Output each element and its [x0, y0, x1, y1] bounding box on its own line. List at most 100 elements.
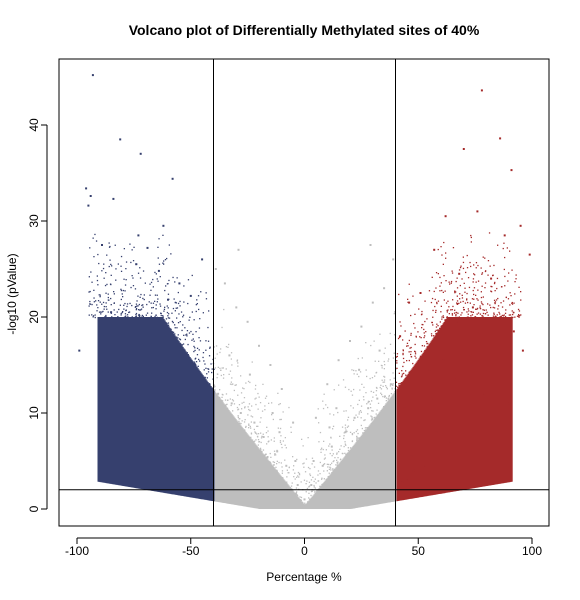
speckle-point — [254, 398, 256, 400]
speckle-point — [308, 497, 310, 499]
density-column — [257, 447, 259, 509]
speckle-point — [375, 390, 378, 392]
density-column — [388, 399, 390, 503]
speckle-point — [322, 400, 324, 402]
speckle-point — [374, 375, 376, 377]
speckle-point — [476, 313, 478, 315]
density-column — [122, 317, 124, 486]
speckle-point — [437, 273, 439, 275]
speckle-point — [445, 252, 447, 254]
speckle-point — [216, 373, 219, 375]
speckle-point — [336, 465, 338, 467]
data-point-hypomethylated — [182, 388, 185, 390]
speckle-point — [496, 314, 498, 316]
speckle-point — [504, 312, 507, 314]
speckle-point — [444, 290, 446, 292]
speckle-point — [129, 302, 131, 305]
speckle-point — [307, 437, 309, 439]
speckle-point — [292, 456, 294, 458]
speckle-point — [230, 404, 232, 407]
speckle-point — [179, 321, 181, 323]
speckle-point — [431, 321, 433, 324]
speckle-point — [484, 282, 487, 284]
density-column — [178, 341, 180, 496]
density-column — [446, 317, 448, 493]
data-point-not_significant — [349, 493, 351, 496]
speckle-point — [223, 374, 225, 376]
speckle-point — [490, 306, 492, 309]
density-column — [354, 443, 356, 509]
speckle-point — [332, 469, 334, 471]
speckle-point — [385, 397, 387, 399]
density-column — [156, 317, 158, 492]
speckle-point — [213, 384, 215, 386]
density-column — [408, 372, 410, 500]
speckle-point — [420, 314, 423, 316]
speckle-point — [158, 238, 160, 240]
density-column — [213, 390, 215, 502]
density-column — [375, 416, 377, 505]
speckle-point — [187, 354, 189, 356]
speckle-point — [383, 406, 385, 408]
speckle-point — [385, 385, 387, 387]
density-column — [193, 362, 195, 498]
data-point-not_significant — [246, 320, 249, 323]
speckle-point — [191, 311, 193, 313]
data-point-hypomethylated — [176, 340, 179, 342]
density-column — [132, 317, 134, 488]
speckle-point — [224, 399, 227, 401]
speckle-point — [94, 314, 96, 316]
speckle-point — [160, 314, 162, 317]
speckle-point — [286, 481, 288, 483]
density-column — [339, 462, 341, 509]
speckle-point — [273, 437, 275, 439]
density-column — [245, 431, 247, 507]
speckle-point — [157, 257, 159, 259]
density-column — [506, 317, 508, 483]
speckle-point — [149, 294, 151, 296]
speckle-point — [323, 470, 325, 472]
speckle-point — [475, 294, 477, 296]
density-column — [323, 481, 325, 509]
data-point-hypermethylated — [480, 89, 483, 92]
speckle-point — [254, 440, 256, 442]
speckle-point — [468, 286, 471, 289]
density-column — [409, 371, 411, 499]
speckle-point — [110, 263, 112, 266]
speckle-point — [344, 443, 346, 445]
speckle-point — [329, 466, 331, 468]
speckle-point — [236, 359, 239, 361]
density-column — [166, 323, 168, 494]
speckle-point — [273, 461, 276, 464]
density-column — [145, 317, 147, 490]
speckle-point — [214, 357, 216, 359]
density-column — [490, 317, 492, 486]
density-column — [253, 442, 255, 509]
density-column — [219, 398, 221, 503]
speckle-point — [117, 316, 119, 318]
density-column — [372, 420, 374, 506]
data-point-hypermethylated — [435, 431, 438, 434]
speckle-point — [107, 311, 109, 313]
speckle-point — [280, 443, 283, 445]
speckle-point — [414, 353, 417, 355]
data-point-hypermethylated — [503, 234, 506, 237]
speckle-point — [284, 459, 286, 461]
density-column — [352, 445, 354, 509]
speckle-point — [488, 232, 491, 234]
speckle-point — [106, 308, 108, 310]
speckle-point — [306, 487, 309, 490]
speckle-point — [362, 432, 364, 434]
speckle-point — [410, 332, 412, 335]
speckle-point — [460, 301, 462, 303]
speckle-point — [198, 327, 201, 329]
density-column — [431, 339, 433, 496]
speckle-point — [96, 275, 98, 277]
speckle-point — [126, 305, 128, 308]
speckle-point — [403, 372, 405, 375]
speckle-point — [310, 479, 313, 481]
speckle-point — [407, 345, 409, 347]
density-column — [104, 317, 106, 483]
density-column — [348, 450, 350, 509]
density-column — [509, 317, 511, 483]
